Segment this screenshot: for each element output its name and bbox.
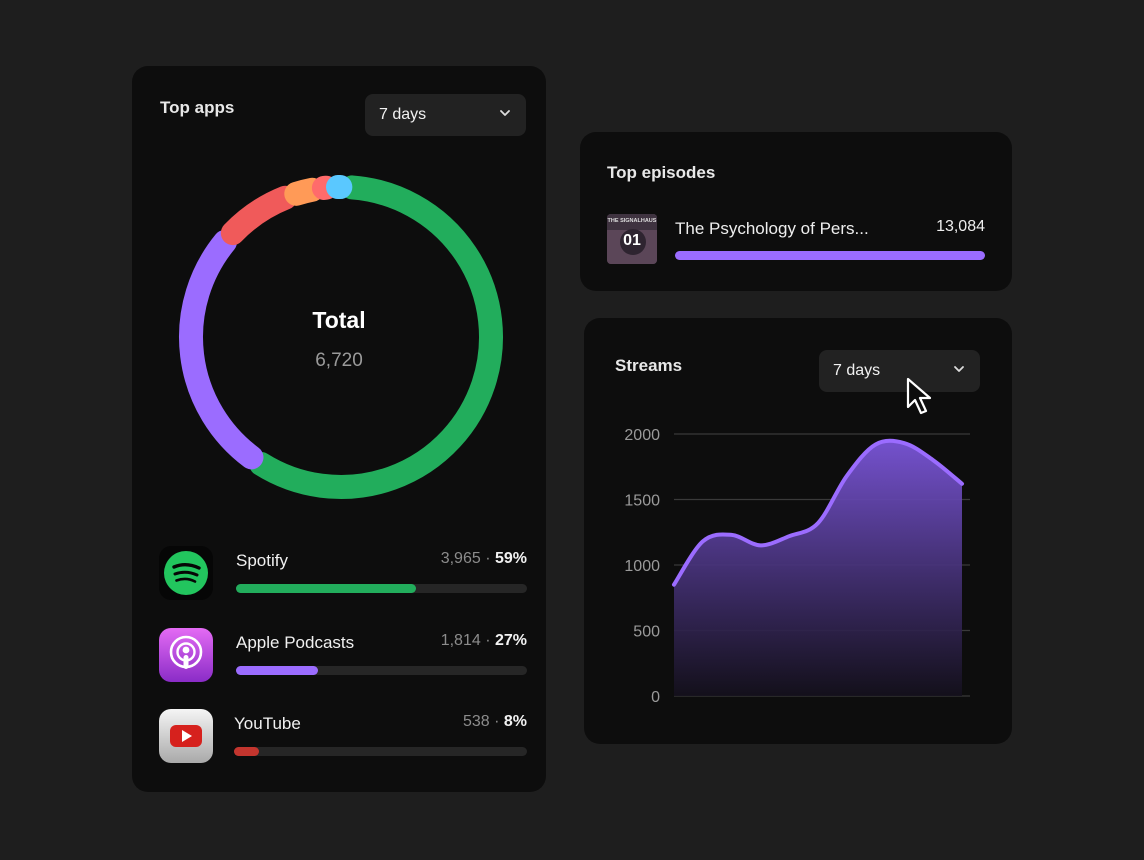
streams-area-chart: 0 500 1000 1500 2000 [624, 427, 970, 706]
donut-total-label: Total [312, 307, 366, 333]
youtube-icon [159, 709, 213, 763]
streams-line [672, 438, 964, 587]
app-share-fill [236, 666, 319, 675]
app-row-apple-podcasts[interactable]: Apple Podcasts 1,814 · 27% [159, 628, 527, 682]
donut-segment-apple-podcasts [179, 229, 264, 470]
episode-thumbnail[interactable]: THE SIGNALHAUS 01 [607, 214, 657, 264]
apple-podcasts-icon [159, 628, 213, 682]
streams-title: Streams [615, 356, 683, 375]
apps-donut-chart [179, 175, 503, 499]
app-stat: 1,814 · 27% [440, 632, 527, 649]
chevron-down-icon [952, 362, 966, 381]
streams-period-label: 7 days [833, 362, 881, 379]
mouse-cursor-icon [906, 377, 932, 415]
app-name: Apple Podcasts [236, 633, 355, 652]
app-share-bar [236, 584, 527, 593]
episode-thumb-number: 01 [623, 232, 641, 249]
app-row-youtube[interactable]: YouTube 538 · 8% [159, 709, 527, 763]
top-episodes-title: Top episodes [607, 163, 716, 182]
app-name: YouTube [234, 714, 301, 733]
y-tick-label: 2000 [624, 427, 660, 444]
app-share-fill [234, 747, 259, 756]
chevron-down-icon [498, 106, 512, 125]
episode-bar [675, 251, 985, 260]
app-stat: 538 · 8% [462, 713, 527, 730]
app-share-bar [234, 747, 527, 756]
y-tick-label: 1000 [624, 558, 660, 575]
episode-count: 13,084 [936, 218, 985, 235]
app-share-fill [236, 584, 417, 593]
top-episodes-card: Top episodes THE SIGNALHAUS 01 The Psych… [580, 132, 1012, 291]
spotify-icon [159, 546, 213, 600]
streams-area-fill [674, 440, 962, 696]
app-stat: 3,965 · 59% [440, 550, 527, 567]
donut-segment-spotify [249, 175, 503, 499]
app-row-spotify[interactable]: Spotify 3,965 · 59% [159, 546, 527, 600]
donut-segment-other-a [284, 177, 325, 206]
app-name: Spotify [236, 551, 288, 570]
y-tick-label: 0 [651, 689, 660, 706]
streams-period-dropdown[interactable]: 7 days [819, 350, 980, 392]
top-apps-period-label: 7 days [379, 106, 427, 123]
top-apps-period-dropdown[interactable]: 7 days [365, 94, 526, 136]
episode-title[interactable]: The Psychology of Pers... [675, 219, 869, 238]
top-apps-card: Top apps 7 days Total 6,720 Spotify 3,96… [132, 66, 546, 792]
episode-thumb-caption: THE SIGNALHAUS [608, 218, 657, 224]
donut-total-value: 6,720 [315, 350, 363, 371]
donut-segment-youtube [220, 185, 298, 246]
app-share-bar [236, 666, 527, 675]
top-apps-title: Top apps [160, 98, 235, 117]
streams-card: Streams 7 days 0 500 1000 1500 2000 [584, 318, 1012, 744]
y-tick-label: 1500 [624, 493, 660, 510]
y-tick-label: 500 [633, 624, 660, 641]
